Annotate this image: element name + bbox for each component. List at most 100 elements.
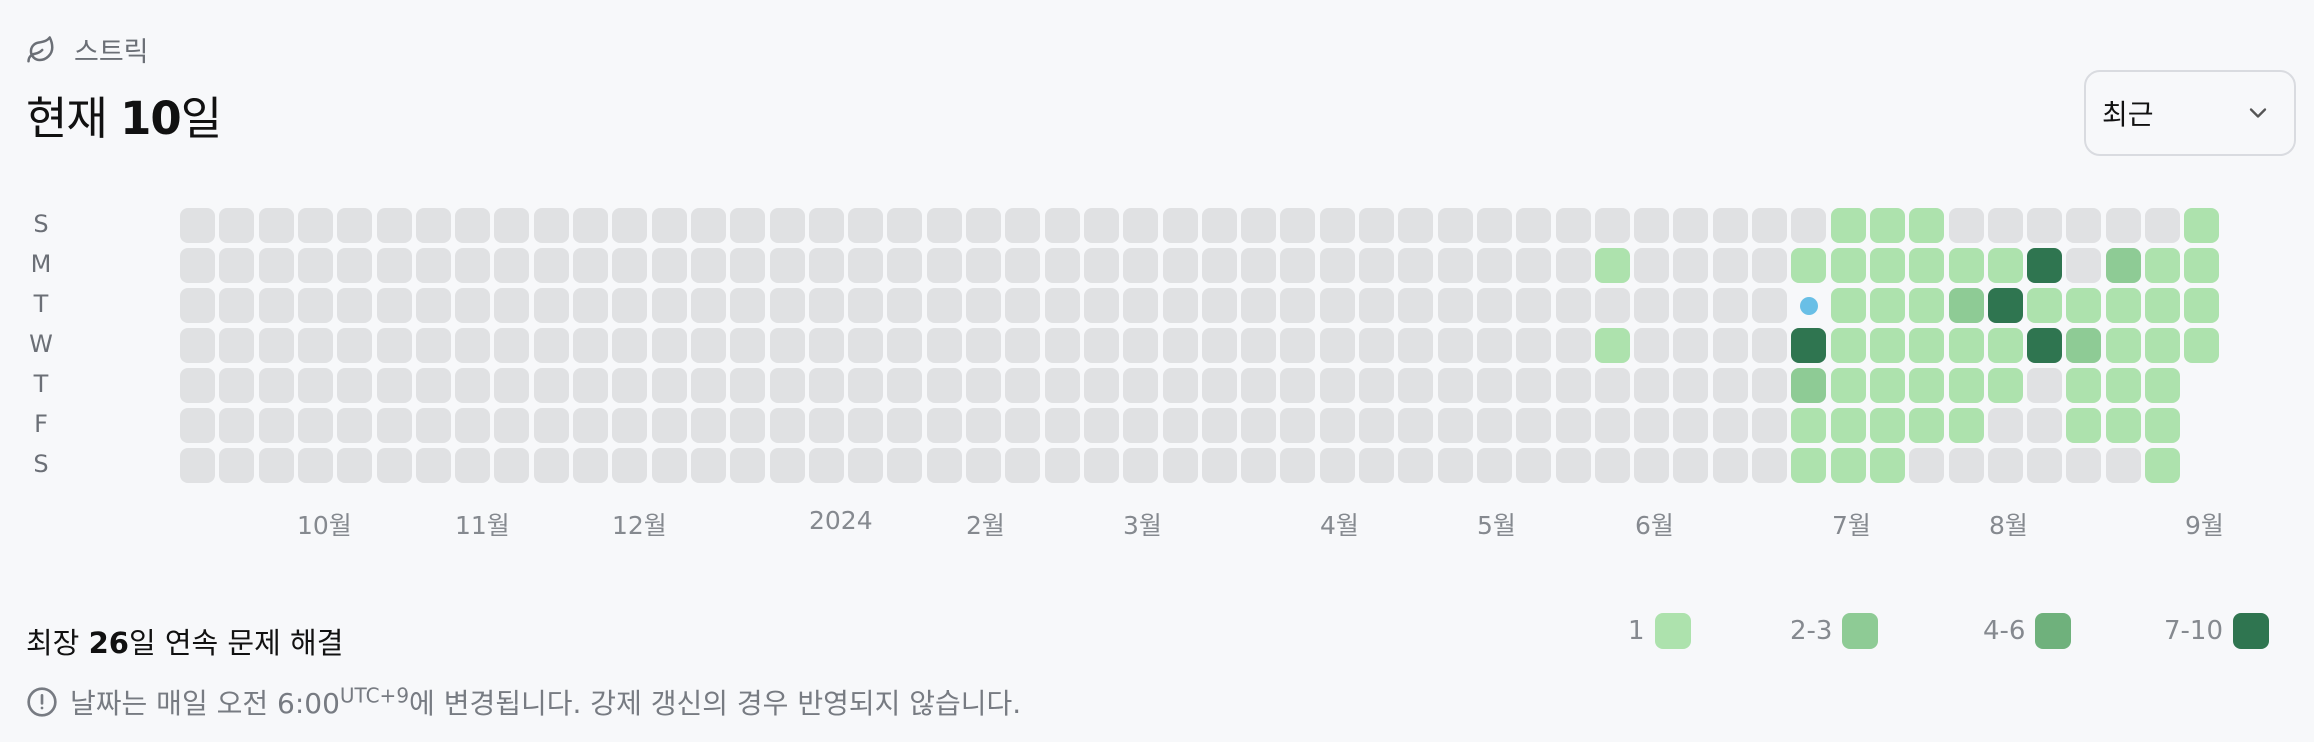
heatmap-cell[interactable] [337,328,373,363]
heatmap-cell[interactable] [455,448,491,483]
heatmap-cell[interactable] [1280,288,1316,323]
heatmap-cell[interactable] [1712,208,1748,243]
heatmap-cell[interactable] [180,208,215,243]
heatmap-cell[interactable] [376,248,412,283]
heatmap-cell[interactable] [1398,328,1434,363]
heatmap-cell[interactable] [297,328,333,363]
heatmap-cell[interactable] [1909,448,1945,483]
heatmap-cell[interactable] [651,208,687,243]
heatmap-cell[interactable] [1673,448,1709,483]
heatmap-cell[interactable] [966,288,1001,323]
heatmap-cell[interactable] [1712,328,1748,363]
heatmap-cell[interactable] [1555,368,1591,403]
heatmap-cell[interactable] [966,408,1001,443]
heatmap-cell[interactable] [1634,368,1670,403]
heatmap-cell[interactable] [887,288,923,323]
heatmap-cell[interactable] [1123,248,1159,283]
heatmap-cell[interactable] [258,448,294,483]
heatmap-cell[interactable] [1005,288,1041,323]
heatmap-cell[interactable] [1830,208,1866,243]
heatmap-cell[interactable] [1241,368,1277,403]
heatmap-cell[interactable] [1083,328,1119,363]
heatmap-cell[interactable] [1673,248,1709,283]
heatmap-cell[interactable] [415,328,451,363]
heatmap-cell[interactable] [1948,208,1984,243]
heatmap-cell[interactable] [2027,288,2063,323]
heatmap-cell[interactable] [966,448,1001,483]
heatmap-cell[interactable] [1830,328,1866,363]
heatmap-cell[interactable] [808,368,844,403]
heatmap-cell[interactable] [1280,328,1316,363]
heatmap-cell[interactable] [455,248,491,283]
heatmap-cell[interactable] [2184,328,2220,363]
heatmap-cell[interactable] [2105,208,2141,243]
heatmap-cell[interactable] [1476,288,1512,323]
heatmap-cell[interactable] [1280,208,1316,243]
heatmap-cell[interactable] [2105,448,2141,483]
heatmap-cell[interactable] [1437,328,1473,363]
heatmap-cell[interactable] [1162,448,1198,483]
heatmap-cell[interactable] [966,328,1001,363]
heatmap-cell[interactable] [2066,408,2102,443]
heatmap-cell[interactable] [1319,448,1355,483]
heatmap-cell[interactable] [2105,248,2141,283]
heatmap-cell[interactable] [494,208,530,243]
heatmap-cell[interactable] [966,368,1001,403]
heatmap-cell[interactable] [1594,408,1630,443]
heatmap-cell[interactable] [1594,248,1630,283]
heatmap-cell[interactable] [258,288,294,323]
heatmap-cell[interactable] [2145,408,2180,443]
heatmap-cell[interactable] [219,408,255,443]
heatmap-cell[interactable] [415,208,451,243]
heatmap-cell[interactable] [690,408,726,443]
heatmap-cell[interactable] [219,288,255,323]
heatmap-cell[interactable] [258,208,294,243]
heatmap-cell[interactable] [1476,368,1512,403]
heatmap-cell[interactable] [533,368,569,403]
heatmap-cell[interactable] [1634,248,1670,283]
heatmap-cell[interactable] [1044,408,1080,443]
heatmap-cell[interactable] [1319,408,1355,443]
heatmap-cell[interactable] [494,368,530,403]
heatmap-cell[interactable] [1791,208,1827,243]
heatmap-cell[interactable] [1437,248,1473,283]
heatmap-cell[interactable] [219,328,255,363]
heatmap-cell[interactable] [1634,288,1670,323]
heatmap-cell[interactable] [848,408,884,443]
heatmap-cell[interactable] [1083,448,1119,483]
heatmap-cell[interactable] [2145,208,2180,243]
heatmap-cell[interactable] [2027,248,2063,283]
heatmap-cell[interactable] [690,448,726,483]
heatmap-cell[interactable] [1005,248,1041,283]
heatmap-cell[interactable] [376,448,412,483]
heatmap-cell[interactable] [1830,248,1866,283]
heatmap-cell[interactable] [1948,248,1984,283]
heatmap-cell[interactable] [1987,208,2023,243]
heatmap-cell[interactable] [1555,448,1591,483]
heatmap-cell[interactable] [258,328,294,363]
heatmap-cell[interactable] [1123,368,1159,403]
heatmap-cell[interactable] [2027,408,2063,443]
heatmap-cell[interactable] [415,248,451,283]
heatmap-cell[interactable] [1359,328,1394,363]
heatmap-cell[interactable] [612,248,648,283]
heatmap-cell[interactable] [808,328,844,363]
heatmap-cell[interactable] [1712,448,1748,483]
heatmap-cell[interactable] [1359,368,1394,403]
heatmap-cell[interactable] [1555,328,1591,363]
heatmap-cell[interactable] [1791,368,1827,403]
heatmap-cell[interactable] [2184,288,2220,323]
heatmap-cell[interactable] [533,288,569,323]
heatmap-cell[interactable] [1241,208,1277,243]
heatmap-cell[interactable] [1241,248,1277,283]
heatmap-cell[interactable] [1083,248,1119,283]
heatmap-cell[interactable] [180,408,215,443]
heatmap-cell[interactable] [808,248,844,283]
heatmap-cell[interactable] [1123,288,1159,323]
heatmap-cell[interactable] [887,248,923,283]
heatmap-cell[interactable] [966,208,1001,243]
heatmap-cell[interactable] [1319,288,1355,323]
heatmap-cell[interactable] [808,448,844,483]
heatmap-cell[interactable] [1319,208,1355,243]
heatmap-cell[interactable] [1359,248,1394,283]
